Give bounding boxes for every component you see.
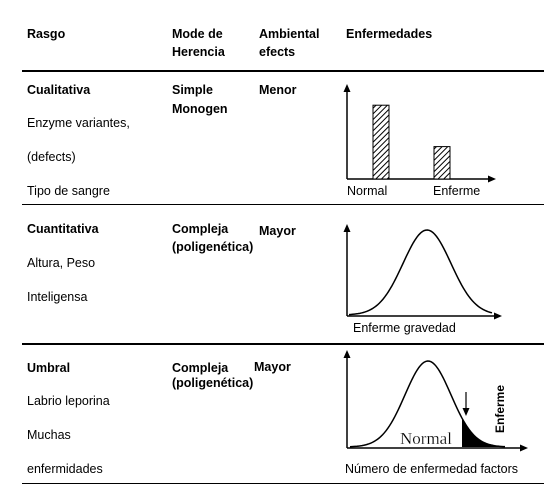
row3-mode-line2: (poligenética)	[172, 376, 254, 390]
row3-example-3: enfermidades	[27, 462, 103, 476]
row2-example-1: Altura, Peso	[27, 256, 96, 270]
row3-curve-label: Normal	[400, 429, 452, 448]
bottom-rule	[22, 483, 544, 484]
row1-example-1: Enzyme variantes,	[27, 116, 130, 130]
row2-normal-curve	[348, 229, 493, 316]
row2-rule	[22, 343, 544, 345]
row1-x-arrow	[488, 175, 496, 183]
header-rasgo: Rasgo	[27, 27, 66, 41]
row3-trait: Umbral	[27, 361, 71, 375]
row1-label-enferme: Enferme	[433, 184, 481, 198]
row3-normal-curve	[349, 360, 506, 448]
header-ambiental-line2: efects	[259, 45, 296, 59]
row3-example-1: Labrio leporina	[27, 394, 110, 408]
row2-mode-line2: (poligenética)	[172, 240, 254, 254]
row3-xlabel: Número de enfermedad factors	[345, 462, 519, 476]
row1-environment: Menor	[259, 83, 297, 97]
row2-trait: Cuantitativa	[27, 222, 99, 236]
row3-threshold-tail	[462, 418, 505, 447]
row1-rule	[22, 204, 544, 205]
row2-curve-chart	[343, 224, 502, 320]
bar-normal	[372, 104, 390, 180]
row2-y-arrow	[343, 224, 351, 232]
row3-mode-line1: Compleja	[172, 361, 229, 375]
row1-example-2: (defects)	[27, 150, 76, 164]
row1-bar-chart	[343, 84, 496, 183]
row1-y-arrow	[343, 84, 351, 92]
row2-example-2: Inteligensa	[27, 290, 88, 304]
header-mode-line2: Herencia	[172, 45, 225, 59]
row2-x-arrow	[494, 312, 502, 320]
header-mode-line1: Mode de	[172, 27, 223, 41]
row1-example-3: Tipo de sangre	[27, 184, 110, 198]
row3-threshold-chart: Normal Enferme	[343, 350, 528, 452]
row2-environment: Mayor	[259, 224, 296, 238]
row3-y-arrow	[343, 350, 351, 358]
row2-xlabel: Enferme gravedad	[353, 321, 456, 335]
row3-tail-label: Enferme	[493, 385, 507, 433]
row3-environment: Mayor	[254, 360, 291, 374]
header-enfermedades: Enfermedades	[346, 27, 433, 41]
row1-mode-line2: Monogen	[172, 102, 228, 116]
row3-x-arrow	[520, 444, 528, 452]
row2-mode-line1: Compleja	[172, 222, 229, 236]
header-ambiental-line1: Ambiental	[259, 27, 320, 41]
row3-example-2: Muchas	[27, 428, 71, 442]
row1-label-normal: Normal	[347, 184, 388, 198]
threshold-arrow-head	[462, 408, 470, 416]
row1-trait: Cualitativa	[27, 83, 91, 97]
bar-enferme	[433, 146, 451, 180]
row1-mode-line1: Simple	[172, 83, 213, 97]
header-rule	[22, 70, 544, 72]
